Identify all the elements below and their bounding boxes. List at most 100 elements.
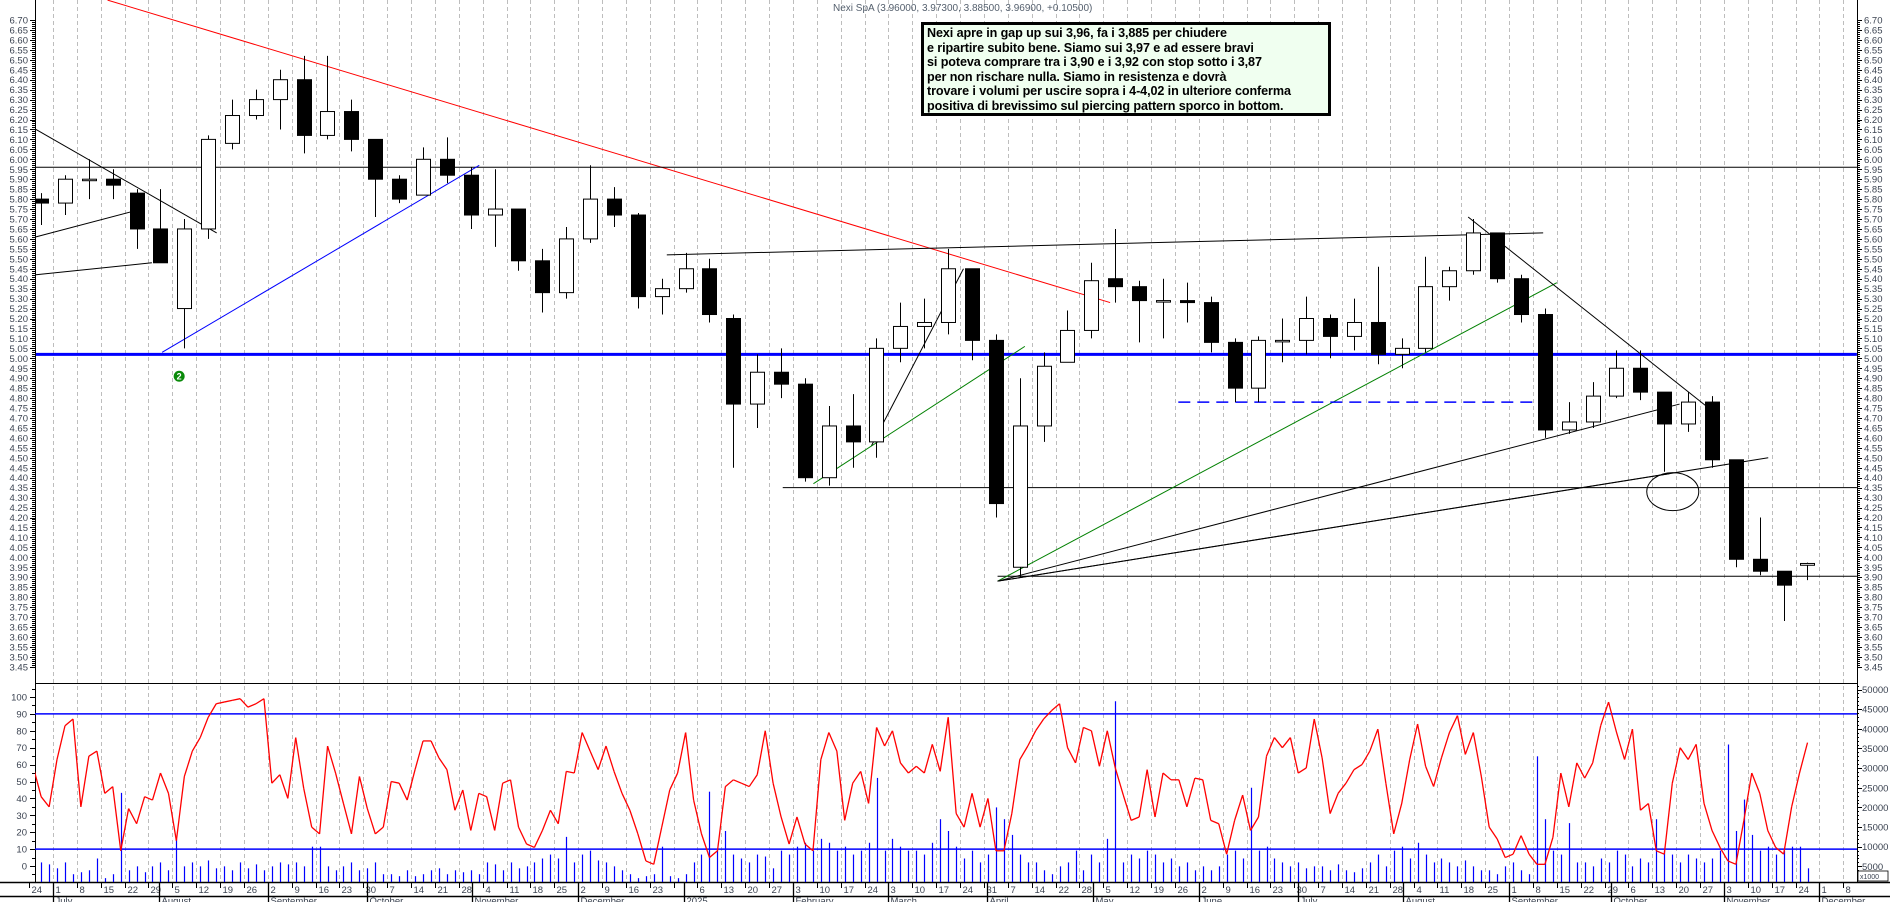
candle-body bbox=[1251, 339, 1266, 389]
price-label-left: 6.00 bbox=[10, 155, 29, 166]
price-label-right: 5.85 bbox=[1864, 185, 1883, 196]
month-label: October bbox=[370, 896, 404, 902]
unit-box bbox=[1857, 870, 1889, 882]
oscillator-segment bbox=[334, 772, 345, 804]
osc-label: 60 bbox=[16, 760, 27, 771]
oscillator-segment bbox=[573, 732, 583, 774]
candle bbox=[774, 348, 789, 399]
oscillator-segment bbox=[239, 698, 249, 708]
oscillator-segment bbox=[1114, 767, 1124, 796]
candle-body bbox=[1371, 321, 1386, 355]
oscillator-segment bbox=[1576, 762, 1586, 779]
date-label: 20 bbox=[1679, 885, 1690, 896]
oscillator-segment bbox=[1369, 728, 1379, 752]
oscillator-segment bbox=[1647, 803, 1657, 851]
trendline-green-long bbox=[997, 282, 1558, 582]
oscillator-segment bbox=[1751, 772, 1761, 794]
oscillator-segment bbox=[128, 808, 138, 825]
candle bbox=[607, 187, 622, 227]
date-label: 7 bbox=[1321, 885, 1326, 896]
oscillator-segment bbox=[1353, 764, 1363, 771]
candle-body bbox=[488, 208, 503, 216]
annotation-line: positiva di brevissimo sul piercing patt… bbox=[927, 98, 1284, 113]
price-label-right: 5.30 bbox=[1864, 294, 1883, 305]
oscillator-segment bbox=[971, 793, 981, 828]
oscillator-segment bbox=[406, 769, 416, 801]
candle-body bbox=[1108, 278, 1123, 288]
date-label: 11 bbox=[1440, 885, 1450, 896]
candle-body bbox=[1705, 401, 1720, 461]
candle bbox=[82, 159, 97, 200]
candles bbox=[35, 55, 1815, 621]
oscillator-segment bbox=[1615, 732, 1626, 760]
oscillator-segment bbox=[64, 718, 74, 727]
price-label-left: 5.85 bbox=[10, 185, 29, 196]
candle-body bbox=[1514, 278, 1529, 316]
price-label-right: 5.95 bbox=[1864, 165, 1883, 176]
price-label-left: 5.65 bbox=[10, 224, 29, 235]
oscillator-segment bbox=[1106, 730, 1116, 769]
oscillator-segment bbox=[963, 793, 973, 828]
date-label: 28 bbox=[1082, 885, 1093, 896]
oscillator-segment bbox=[653, 826, 663, 865]
candle-body bbox=[177, 228, 192, 310]
oscillator-segment bbox=[271, 774, 281, 784]
candle-body bbox=[273, 79, 288, 101]
oscillator-segment bbox=[1488, 826, 1498, 840]
oscillator-segment bbox=[1385, 783, 1395, 834]
oscillator-segment bbox=[263, 698, 273, 784]
price-label-right: 3.55 bbox=[1864, 642, 1883, 653]
candle bbox=[750, 354, 765, 428]
candle-body bbox=[846, 425, 861, 443]
oscillator-segment bbox=[1767, 830, 1777, 848]
oscillator-segment bbox=[231, 698, 241, 702]
oscillator-segment bbox=[716, 786, 727, 851]
marker-label: 2 bbox=[177, 372, 182, 382]
candle-body bbox=[1777, 570, 1792, 586]
oscillator-segment bbox=[899, 762, 909, 774]
candle bbox=[1251, 336, 1266, 403]
oscillator-segment bbox=[852, 770, 862, 784]
price-label-right: 5.15 bbox=[1864, 324, 1883, 335]
month-label: August bbox=[1406, 896, 1436, 902]
price-label-left: 4.95 bbox=[10, 364, 29, 375]
oscillator-segment bbox=[692, 799, 703, 835]
oscillator-segment bbox=[326, 745, 337, 774]
month-label: July bbox=[1301, 896, 1318, 902]
candle-body bbox=[106, 178, 121, 186]
price-label-right: 4.45 bbox=[1864, 463, 1883, 474]
volume-label: 30000 bbox=[1862, 764, 1888, 775]
oscillator-segment bbox=[104, 786, 114, 794]
price-label-right: 5.40 bbox=[1864, 274, 1883, 285]
price-label-left: 5.40 bbox=[10, 274, 29, 285]
candle bbox=[702, 258, 717, 323]
oscillator-segment bbox=[1162, 772, 1172, 781]
date-label: 17 bbox=[939, 885, 950, 896]
oscillator-segment bbox=[199, 717, 209, 738]
oscillator-segment bbox=[812, 759, 822, 851]
candle-body bbox=[1204, 302, 1219, 343]
date-label: 19 bbox=[223, 885, 234, 896]
oscillator-segment bbox=[1257, 756, 1268, 818]
candle bbox=[1132, 280, 1147, 343]
oscillator-segment bbox=[828, 732, 838, 752]
price-label-left: 3.80 bbox=[10, 593, 29, 604]
oscillator-segment bbox=[955, 813, 965, 828]
price-label-right: 6.60 bbox=[1864, 35, 1883, 46]
date-label: 17 bbox=[844, 885, 855, 896]
oscillator-segment bbox=[295, 737, 305, 789]
date-label: 6 bbox=[1631, 885, 1636, 896]
date-label: 7 bbox=[390, 885, 395, 896]
price-label-left: 5.30 bbox=[10, 294, 29, 305]
oscillator-segment bbox=[987, 798, 997, 851]
oscillator-segment bbox=[144, 796, 153, 801]
date-label: 9 bbox=[605, 885, 610, 896]
oscillator-segment bbox=[1432, 757, 1443, 787]
trendline-left-line-b bbox=[35, 262, 152, 276]
candle bbox=[1228, 338, 1243, 403]
date-label: 8 bbox=[80, 885, 85, 896]
oscillator-segment bbox=[1743, 772, 1753, 821]
oscillator-segment bbox=[1560, 772, 1570, 807]
date-label: 23 bbox=[653, 885, 664, 896]
month-label: June bbox=[1202, 896, 1223, 902]
